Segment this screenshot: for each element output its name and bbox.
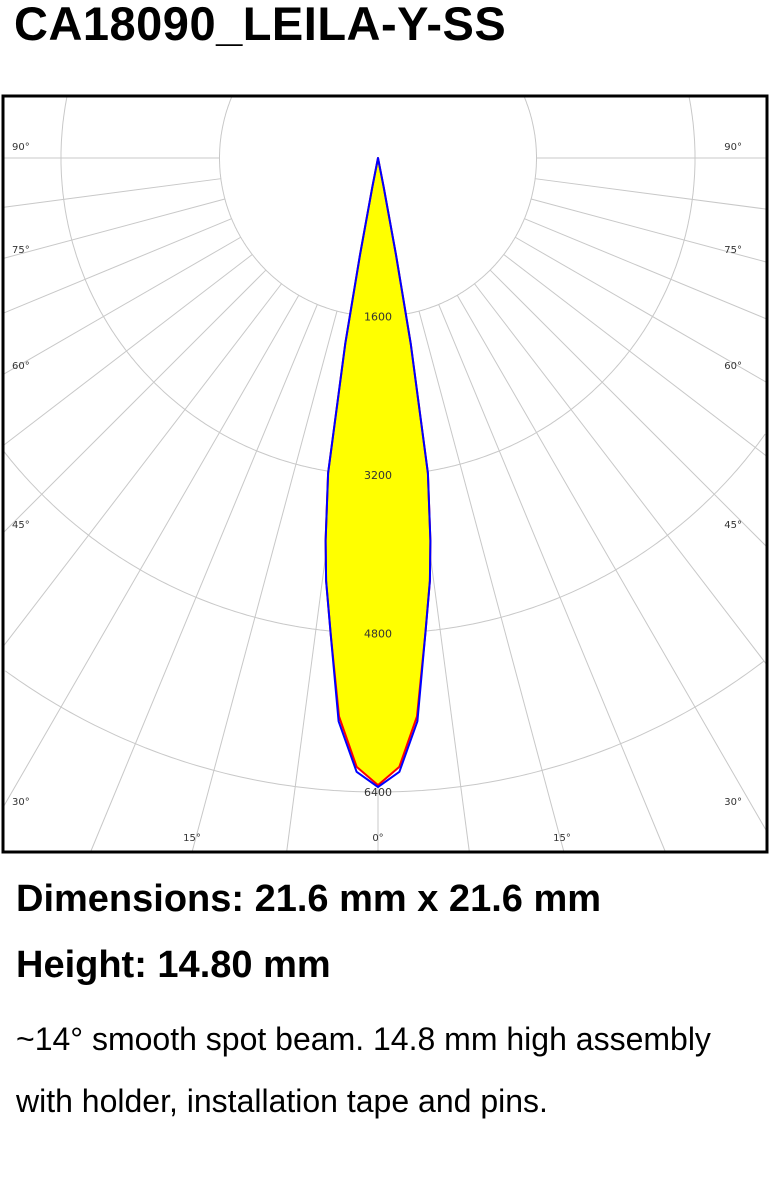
radial-gridline <box>418 310 565 853</box>
angle-label-left: 30° <box>12 797 30 808</box>
radial-gridline <box>530 198 768 263</box>
angle-label-right: 30° <box>724 797 742 808</box>
angle-label-center: 0° <box>372 833 383 844</box>
angle-label-right: 15° <box>553 833 571 844</box>
ring-label: 6400 <box>364 786 392 799</box>
radial-gridline <box>2 198 226 259</box>
height-text: Height: 14.80 mm <box>16 944 331 986</box>
radial-gridline <box>515 236 768 384</box>
ring-gridline <box>5 660 765 793</box>
radial-gridline <box>2 295 300 808</box>
angle-label-right: 90° <box>724 142 742 153</box>
ring-label: 4800 <box>364 628 392 641</box>
radial-gridline <box>2 236 241 375</box>
polar-candela-chart: 1600 3200 4800 6400 90° 90° 75° 75° 60° 60° 45° 45°… <box>1 94 769 854</box>
radial-gridline <box>438 304 666 853</box>
angle-label-left: 45° <box>12 520 30 531</box>
radial-gridline <box>2 269 267 534</box>
ring-gridline <box>219 95 537 317</box>
radial-gridline <box>503 254 768 457</box>
radial-gridline <box>2 218 232 314</box>
angle-label-left: 75° <box>12 245 30 256</box>
angle-label-right: 45° <box>724 520 742 531</box>
product-title: CA18090_LEILA-Y-SS <box>14 0 507 50</box>
dimensions-text: Dimensions: 21.6 mm x 21.6 mm <box>16 878 602 920</box>
chart-frame <box>1 94 769 854</box>
ring-label: 3200 <box>364 469 392 482</box>
radial-gridline <box>2 254 253 447</box>
radial-gridline <box>489 269 768 548</box>
intensity-curve-2 <box>324 157 432 788</box>
radial-gridline <box>90 304 318 853</box>
radial-gridline <box>2 283 282 648</box>
angle-label-left: 60° <box>12 361 30 372</box>
radial-gridline <box>535 178 768 210</box>
description-text: ~14° smooth spot beam. 14.8 mm high asse… <box>16 1021 711 1119</box>
angle-label-right: 75° <box>724 245 742 256</box>
ring-label: 1600 <box>364 311 392 324</box>
radial-gridline <box>2 178 221 208</box>
angle-label-right: 60° <box>724 361 742 372</box>
radial-gridline <box>524 218 768 320</box>
angle-label-left: 15° <box>183 833 201 844</box>
radial-gridline <box>191 310 338 853</box>
radial-gridline <box>474 283 768 666</box>
angle-label-left: 90° <box>12 142 30 153</box>
radial-gridline <box>456 295 768 833</box>
